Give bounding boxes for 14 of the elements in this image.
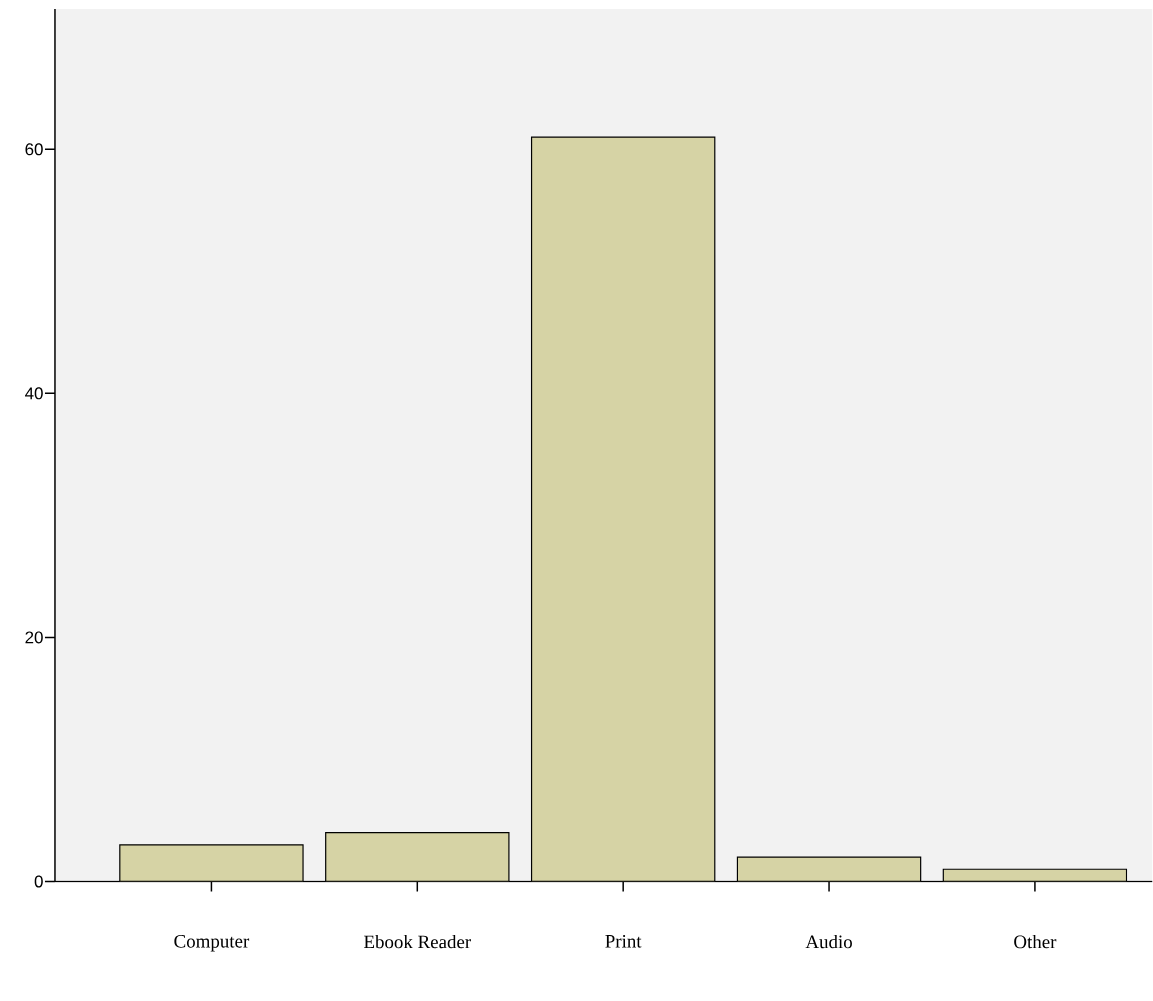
y-tick-label: 40: [25, 387, 43, 400]
bar: [530, 136, 716, 882]
x-tick-label: Computer: [174, 934, 250, 952]
x-tick-label: Audio: [805, 934, 852, 949]
bar: [119, 844, 304, 882]
x-tick-label: Other: [1014, 934, 1057, 949]
bar: [942, 868, 1128, 882]
bar: [736, 856, 922, 882]
y-tick-label: 60: [25, 143, 43, 156]
y-tick-label: 20: [25, 631, 43, 644]
y-tick-label: 0: [34, 875, 43, 888]
x-tick-label: Print: [605, 934, 642, 948]
x-tick-label: Ebook Reader: [364, 934, 471, 949]
bar: [325, 831, 510, 882]
